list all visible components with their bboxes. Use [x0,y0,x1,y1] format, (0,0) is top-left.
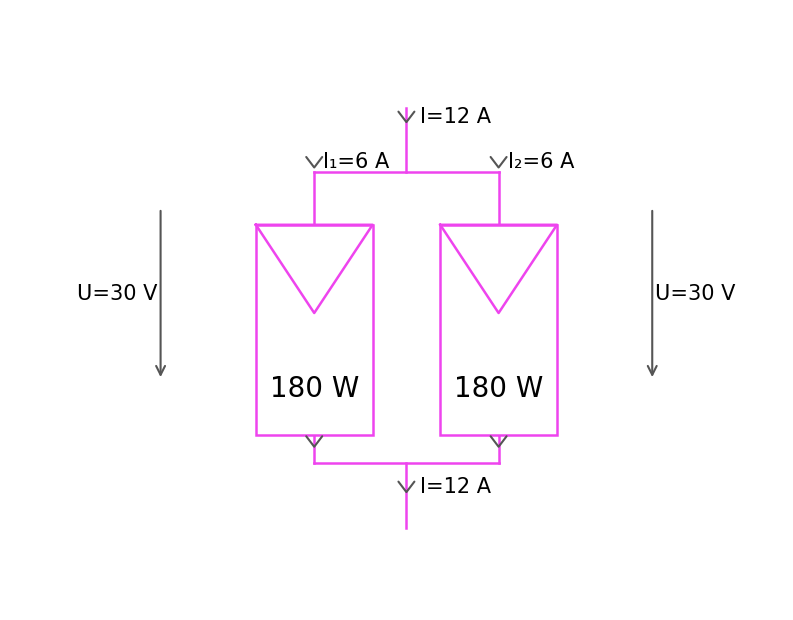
Text: I₂=6 A: I₂=6 A [508,152,574,172]
Text: I₁=6 A: I₁=6 A [324,152,389,172]
Bar [256,225,373,435]
Text: I=12 A: I=12 A [420,477,491,497]
Text: U=30 V: U=30 V [78,284,158,304]
Text: U=30 V: U=30 V [655,284,735,304]
Text: 180 W: 180 W [454,374,543,402]
Bar [440,225,557,435]
Text: I=12 A: I=12 A [420,107,491,127]
Text: 180 W: 180 W [270,374,359,402]
